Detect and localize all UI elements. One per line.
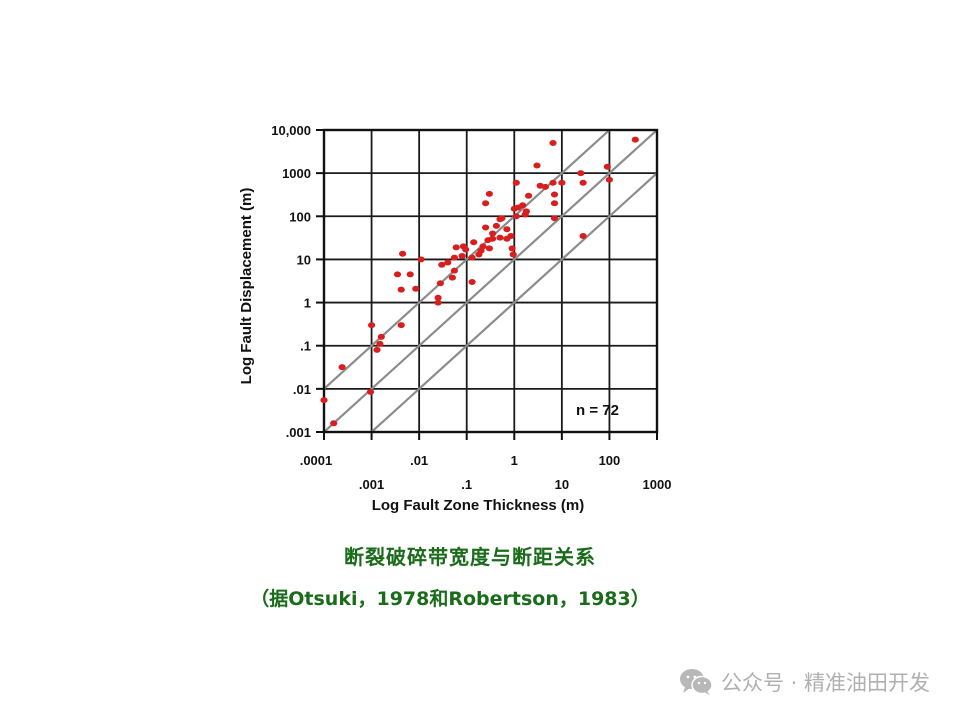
data-point <box>376 340 384 347</box>
data-point <box>512 213 520 220</box>
data-point <box>436 280 444 287</box>
data-point <box>399 250 407 257</box>
data-point <box>412 285 420 292</box>
data-point <box>489 235 497 242</box>
data-point <box>373 346 381 353</box>
plot-border <box>322 128 659 434</box>
data-point <box>603 163 611 170</box>
data-point <box>550 200 559 207</box>
reference-line <box>369 171 657 432</box>
data-point <box>485 190 493 197</box>
data-point <box>579 179 587 186</box>
data-point <box>579 233 587 239</box>
data-point <box>462 246 470 253</box>
data-point <box>366 388 375 395</box>
reference-lines <box>324 130 657 432</box>
data-point <box>452 244 460 251</box>
x-axis-title: Log Fault Zone Thickness (m) <box>372 497 585 514</box>
data-point <box>512 179 520 186</box>
data-point <box>503 226 511 233</box>
plot-frame <box>316 128 659 440</box>
data-point <box>482 200 490 207</box>
x-tick-label: 1 <box>511 453 518 468</box>
data-point <box>434 299 442 306</box>
data-point <box>397 286 405 293</box>
y-tick-label: 10 <box>297 252 311 267</box>
data-point <box>438 261 446 268</box>
data-point <box>393 271 402 278</box>
y-tick-label: .01 <box>293 382 311 397</box>
data-point <box>631 136 639 143</box>
x-tick-labels: .0001 .001 .01 .1 1 10 100 1000 <box>300 453 672 492</box>
data-point <box>485 245 493 252</box>
y-tick-labels: .001 .01 .1 1 10 100 1000 10,000 <box>271 123 311 440</box>
y-tick-label: .1 <box>300 339 311 354</box>
x-tick-label: .1 <box>461 477 472 492</box>
data-point <box>470 239 478 246</box>
data-point <box>458 253 466 259</box>
wechat-icon <box>679 668 713 696</box>
data-point <box>320 397 328 404</box>
data-point <box>468 254 476 261</box>
caption-title: 断裂破碎带宽度与断距关系 <box>344 545 596 569</box>
watermark-text: 公众号 · 精准油田开发 <box>720 671 930 695</box>
data-point <box>533 162 541 169</box>
data-point <box>541 183 550 190</box>
data-point <box>377 333 385 340</box>
data-point <box>338 364 346 371</box>
data-point <box>444 259 452 266</box>
data-point <box>434 294 442 301</box>
caption-source: （据Otsuki，1978和Robertson，1983） <box>250 588 650 610</box>
data-point <box>522 208 531 215</box>
data-point <box>549 179 557 186</box>
data-point <box>525 192 533 199</box>
y-tick-label: .001 <box>286 425 311 440</box>
data-point <box>498 215 506 222</box>
data-point <box>549 140 557 146</box>
data-point <box>450 267 458 274</box>
y-tick-label: 1000 <box>282 166 311 181</box>
data-point <box>509 251 517 258</box>
data-point <box>550 191 559 198</box>
x-tick-label: 10 <box>555 477 569 492</box>
data-points <box>320 136 639 427</box>
data-point <box>479 243 487 250</box>
data-point <box>406 271 414 278</box>
data-point <box>417 256 425 263</box>
n-annotation: n = 72 <box>576 402 619 419</box>
data-point <box>448 274 456 281</box>
data-point <box>496 234 504 241</box>
x-tick-label: .001 <box>359 477 384 492</box>
data-point <box>397 322 405 329</box>
y-tick-label: 10,000 <box>271 123 311 138</box>
y-axis-title: Log Fault Displacement (m) <box>238 188 255 385</box>
data-point <box>330 420 338 427</box>
data-point <box>550 215 559 222</box>
watermark: 公众号 · 精准油田开发 <box>679 667 930 697</box>
data-point <box>489 230 497 237</box>
data-point <box>577 170 585 177</box>
data-point <box>605 176 614 183</box>
data-point <box>507 233 515 239</box>
data-point <box>468 279 476 285</box>
data-point <box>492 222 500 229</box>
x-tick-label: .01 <box>410 453 428 468</box>
x-tick-label: .0001 <box>300 453 333 468</box>
data-point <box>482 224 490 231</box>
x-tick-label: 100 <box>599 453 621 468</box>
data-point <box>519 202 527 209</box>
y-tick-label: 100 <box>289 209 311 224</box>
data-point <box>450 254 458 261</box>
data-point <box>508 245 516 252</box>
data-point <box>368 322 376 329</box>
y-tick-label: 1 <box>304 296 311 311</box>
reference-line <box>324 130 657 432</box>
x-tick-label: 1000 <box>643 477 672 492</box>
data-point <box>558 179 566 186</box>
